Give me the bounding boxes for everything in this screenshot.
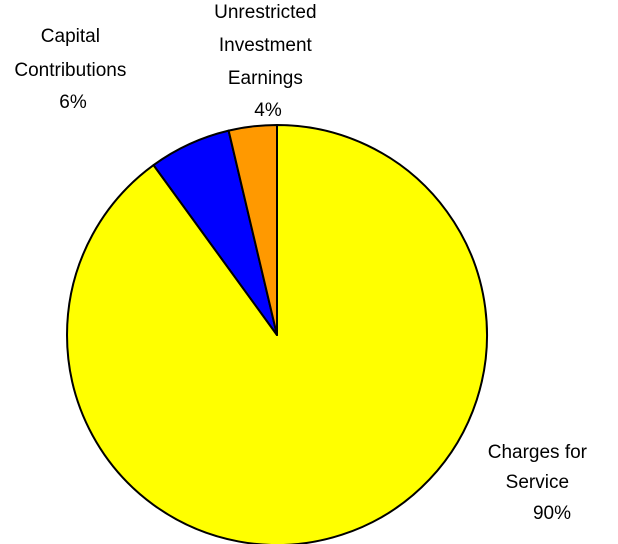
label-charges-for-service: Charges for Service 90% [488,442,593,524]
pie-slices [66,124,488,544]
slice-unrestricted-investment-earnings [227,124,278,336]
label-unrestricted-investment-earnings: Unrestricted Investment Earnings 4% [214,2,322,121]
label-capital-contributions: Capital Contributions 6% [14,26,131,113]
